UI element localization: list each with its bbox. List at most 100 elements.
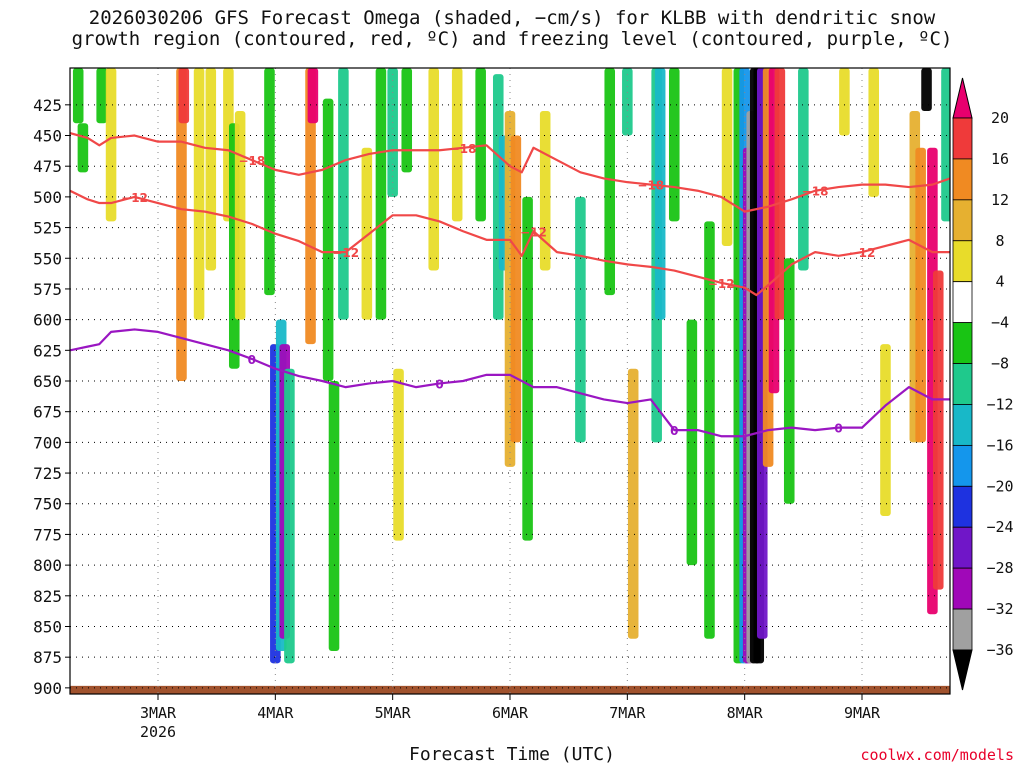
colorbar-tick-label: 12: [991, 191, 1009, 209]
colorbar-tick-label: −8: [991, 355, 1009, 373]
omega-band: [178, 68, 190, 124]
omega-band: [105, 68, 117, 222]
chart-title-line-2: growth region (contoured, red, ºC) and f…: [71, 28, 953, 50]
colorbar-tick-label: 8: [995, 232, 1004, 250]
x-tick-label: 6MAR: [492, 704, 529, 722]
colorbar-bottom-arrow: [952, 649, 973, 691]
omega-band: [193, 68, 205, 320]
y-tick-label: 625: [33, 341, 62, 360]
omega-band: [839, 68, 850, 136]
x-tick-label: 8MAR: [727, 704, 764, 722]
colorbar-swatch: [952, 567, 973, 610]
omega-band: [932, 270, 944, 590]
omega-band: [654, 68, 666, 320]
omega-band: [921, 68, 932, 111]
colorbar-tick-label: −16: [986, 436, 1013, 454]
y-tick-label: 650: [33, 372, 62, 391]
omega-band: [604, 68, 616, 296]
y-tick-label: 850: [33, 617, 62, 636]
omega-band: [798, 68, 809, 271]
colorbar-top-arrow: [952, 77, 973, 119]
colorbar-tick-label: −28: [986, 559, 1013, 577]
colorbar-swatch: [952, 485, 973, 528]
omega-band: [880, 344, 891, 517]
x-axis-label: Forecast Time (UTC): [409, 744, 615, 765]
omega-band: [721, 68, 733, 246]
y-tick-label: 475: [33, 157, 62, 176]
omega-band: [305, 68, 316, 345]
omega-band: [234, 110, 246, 320]
colorbar-tick-label: −24: [986, 518, 1013, 536]
y-tick-label: 675: [33, 403, 62, 422]
contour-neg18-label: −18: [450, 142, 477, 156]
omega-band: [774, 68, 786, 320]
credit-text: coolwx.com/models: [860, 746, 1014, 764]
contour-neg12: [70, 189, 950, 297]
contour-freezing-level: [70, 328, 950, 438]
omega-band: [868, 68, 880, 197]
contour-neg18-label: −18: [637, 179, 664, 193]
omega-band: [627, 368, 639, 639]
omega-band: [915, 147, 926, 443]
colorbar-tick-label: 20: [991, 109, 1009, 127]
colorbar-tick-label: −20: [986, 477, 1013, 495]
omega-band: [205, 68, 217, 271]
omega-band: [401, 68, 413, 173]
colorbar-swatch: [952, 608, 973, 651]
colorbar-tick-label: −36: [986, 641, 1013, 659]
omega-band: [72, 68, 84, 124]
x-year-label: 2026: [140, 723, 176, 741]
contour-neg18-label: −18: [802, 185, 829, 199]
ground-surface: [70, 685, 950, 694]
omega-band: [176, 68, 187, 381]
omega-shading: [72, 68, 950, 664]
colorbar-tick-label: 4: [995, 273, 1004, 291]
contour-freezing-level-label: 0: [435, 377, 443, 391]
contour-neg12-label: −12: [849, 246, 876, 260]
contour-neg18: [70, 131, 950, 213]
y-tick-label: 825: [33, 587, 62, 606]
contour-neg18-label: −18: [238, 154, 265, 168]
omega-band: [393, 368, 404, 541]
contour-freezing-level-label: 0: [248, 353, 256, 367]
omega-band: [622, 68, 633, 136]
omega-band: [328, 381, 340, 652]
y-tick-label: 900: [33, 679, 62, 698]
colorbar-tick-label: −4: [991, 314, 1009, 332]
x-tick-label: 3MAR: [140, 704, 177, 722]
x-tick-label: 7MAR: [609, 704, 646, 722]
omega-band: [475, 68, 486, 222]
colorbar-swatch: [952, 322, 973, 364]
omega-band: [510, 135, 522, 443]
omega-band: [338, 68, 349, 320]
y-tick-label: 425: [33, 96, 62, 115]
colorbar-swatch: [952, 117, 973, 160]
omega-band: [307, 68, 319, 124]
omega-band: [322, 98, 334, 381]
x-tick-label: 9MAR: [844, 704, 881, 722]
colorbar: 20 16 12 8 4 −4 −8 −12 −16 −20 −24 −28 −32 −36: [952, 77, 1014, 691]
colorbar-swatch: [952, 158, 973, 201]
y-tick-label: 600: [33, 311, 62, 330]
contour-freezing-level-label: 0: [670, 424, 678, 438]
omega-band: [451, 68, 463, 222]
y-tick-label: 450: [33, 127, 62, 146]
omega-band: [284, 368, 295, 664]
omega-band: [428, 68, 440, 271]
y-tick-label: 875: [33, 648, 62, 667]
omega-band: [77, 123, 89, 173]
omega-band: [387, 68, 398, 197]
omega-band: [941, 68, 950, 222]
y-tick-label: 775: [33, 525, 62, 544]
colorbar-tick-label: 16: [991, 150, 1009, 168]
y-tick-label: 725: [33, 464, 62, 483]
contour-neg12-label: −12: [332, 246, 359, 260]
colorbar-swatch: [952, 404, 973, 446]
y-tick-label: 550: [33, 249, 62, 268]
omega-band: [375, 68, 387, 320]
omega-band: [783, 258, 795, 504]
y-tick-label: 500: [33, 188, 62, 207]
colorbar-swatch: [952, 199, 973, 242]
contours: −18 −18 −18 −18 −12 −12 −12 −12 −12 0 0 0 0: [70, 131, 950, 438]
colorbar-swatch: [952, 444, 973, 487]
